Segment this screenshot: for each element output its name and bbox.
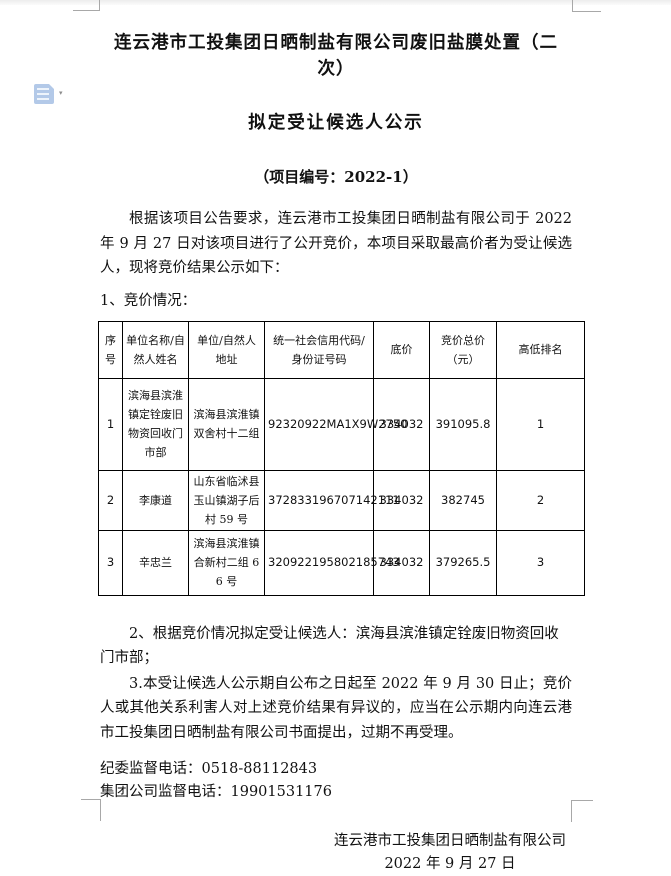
table-row: 1 滨海县滨淮镇定铨废旧物资回收门市部 滨海县滨淮镇双舍村十二组 9232092…	[98, 377, 585, 471]
table-row: 2 李康道 山东省临沭县玉山镇湖子后村 59 号 372833196707142…	[98, 469, 585, 531]
signature-date: 2022 年 9 月 27 日	[384, 856, 516, 872]
cell-total-bid: 379265.5	[429, 529, 497, 596]
cell-address: 滨海县滨淮镇双舍村十二组	[188, 377, 265, 471]
cell-seq: 2	[98, 469, 123, 531]
cell-seq: 1	[98, 377, 123, 471]
margin-crop-mark-top-left	[73, 0, 100, 11]
header-total-bid: 竞价总价（元）	[429, 320, 497, 379]
header-seq: 序号	[98, 320, 123, 379]
cell-address: 滨海县滨淮镇合新村二组 66 号	[188, 529, 265, 596]
margin-crop-mark-top-right	[572, 0, 601, 12]
cell-seq: 3	[98, 529, 123, 596]
paste-options-button[interactable]: ▾	[34, 83, 70, 106]
supervision-phones: 纪委监督电话：0518-88112843 集团公司监督电话：1990153117…	[100, 758, 572, 804]
header-name: 单位名称/自然人姓名	[122, 320, 189, 379]
cell-base-price: 334032	[373, 469, 430, 531]
signature-company: 连云港市工投集团日晒制盐有限公司	[334, 833, 566, 849]
cell-credit-code: 92320922MA1X9W2750	[264, 377, 407, 471]
header-base-price: 底价	[373, 320, 430, 379]
margin-crop-mark-bottom-left	[81, 799, 101, 821]
header-address: 单位/自然人地址	[188, 320, 265, 379]
cell-name: 李康道	[122, 469, 189, 531]
cell-base-price: 334032	[373, 529, 430, 596]
section-2-paragraph: 2、根据竞价情况拟定受让候选人：滨海县滨淮镇定铨废旧物资回收门市部；	[100, 625, 559, 666]
discipline-phone-line: 纪委监督电话：0518-88112843	[100, 761, 318, 777]
section-3-paragraph: 3.本受让候选人公示期自公布之日起至 2022 年 9 月 30 日止；竞价人或…	[100, 675, 572, 741]
document-body: 连云港市工投集团日晒制盐有限公司废旧盐膜处置（二次） 拟定受让候选人公示 （项目…	[98, 0, 585, 876]
clipboard-paste-icon	[34, 83, 55, 104]
cell-rank: 1	[496, 377, 585, 471]
cell-name: 滨海县滨淮镇定铨废旧物资回收门市部	[122, 377, 189, 471]
header-credit-code: 统一社会信用代码/身份证号码	[264, 320, 374, 379]
table-row: 3 辛忠兰 滨海县滨淮镇合新村二组 66 号 32092219580218574…	[98, 529, 585, 596]
signature-block: 连云港市工投集团日晒制盐有限公司 2022 年 9 月 27 日	[334, 830, 566, 876]
chevron-down-icon: ▾	[59, 89, 63, 97]
cell-base-price: 334032	[373, 377, 430, 471]
cell-credit-code: 320922195802185743	[264, 529, 400, 596]
bid-results-table: 序号 单位名称/自然人姓名 单位/自然人地址 统一社会信用代码/身份证号码 底价…	[98, 320, 585, 596]
table-header-row: 序号 单位名称/自然人姓名 单位/自然人地址 统一社会信用代码/身份证号码 底价…	[98, 320, 585, 379]
header-rank: 高低排名	[496, 320, 585, 379]
project-number: （项目编号：2022-1）	[254, 168, 418, 186]
cell-credit-code: 372833196707142111	[264, 469, 400, 531]
cell-address: 山东省临沭县玉山镇湖子后村 59 号	[188, 469, 265, 531]
page-title: 连云港市工投集团日晒制盐有限公司废旧盐膜处置（二次）	[114, 33, 558, 79]
section-1-heading: 1、竞价情况：	[100, 292, 197, 309]
group-phone-line: 集团公司监督电话：19901531176	[100, 784, 332, 800]
intro-paragraph: 根据该项目公告要求，连云港市工投集团日晒制盐有限公司于 2022 年 9 月 2…	[100, 211, 572, 276]
cell-total-bid: 382745	[429, 469, 497, 531]
cell-total-bid: 391095.8	[429, 377, 497, 471]
margin-crop-mark-bottom-right	[571, 800, 593, 822]
page-subtitle: 拟定受让候选人公示	[248, 113, 424, 133]
cell-rank: 3	[496, 529, 585, 596]
cell-name: 辛忠兰	[122, 529, 189, 596]
window-top-edge	[0, 0, 671, 5]
cell-rank: 2	[496, 469, 585, 531]
